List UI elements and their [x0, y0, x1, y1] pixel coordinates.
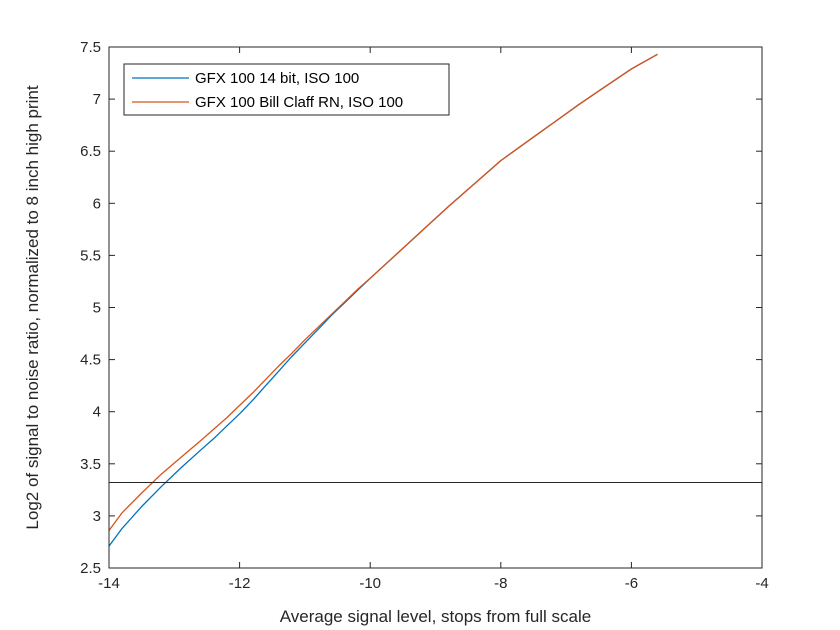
series-line-2	[108, 53, 658, 531]
x-tick-label: -10	[359, 575, 381, 592]
x-tick-label: -8	[494, 575, 507, 592]
x-axis-ticks: -14 -12 -10 -8 -6 -4	[98, 47, 769, 592]
y-tick-label: 3	[93, 508, 101, 525]
x-axis-label: Average signal level, stops from full sc…	[280, 607, 592, 626]
x-tick-label: -4	[755, 575, 768, 592]
y-tick-label: 3.5	[80, 456, 101, 473]
y-tick-label: 7.5	[80, 39, 101, 56]
y-tick-label: 4.5	[80, 352, 101, 369]
y-tick-label: 5.5	[80, 247, 101, 264]
x-tick-label: -14	[98, 575, 120, 592]
plot-area	[109, 47, 762, 568]
y-tick-label: 7	[93, 91, 101, 108]
x-tick-label: -12	[229, 575, 251, 592]
y-tick-label: 6	[93, 195, 101, 212]
y-axis-label: Log2 of signal to noise ratio, normalize…	[23, 85, 42, 529]
series-layer	[108, 53, 658, 547]
y-tick-label: 4	[93, 404, 101, 421]
x-tick-label: -6	[625, 575, 638, 592]
legend-label-series-1: GFX 100 14 bit, ISO 100	[195, 70, 359, 87]
y-tick-label: 6.5	[80, 143, 101, 160]
y-axis-ticks: 2.5 3 3.5 4 4.5 5 5.5 6 6.5 7 7.5	[80, 39, 762, 577]
y-tick-label: 2.5	[80, 560, 101, 577]
legend-label-series-2: GFX 100 Bill Claff RN, ISO 100	[195, 94, 403, 111]
legend: GFX 100 14 bit, ISO 100 GFX 100 Bill Cla…	[123, 63, 450, 116]
legend-box	[123, 63, 450, 116]
y-tick-label: 5	[93, 300, 101, 317]
